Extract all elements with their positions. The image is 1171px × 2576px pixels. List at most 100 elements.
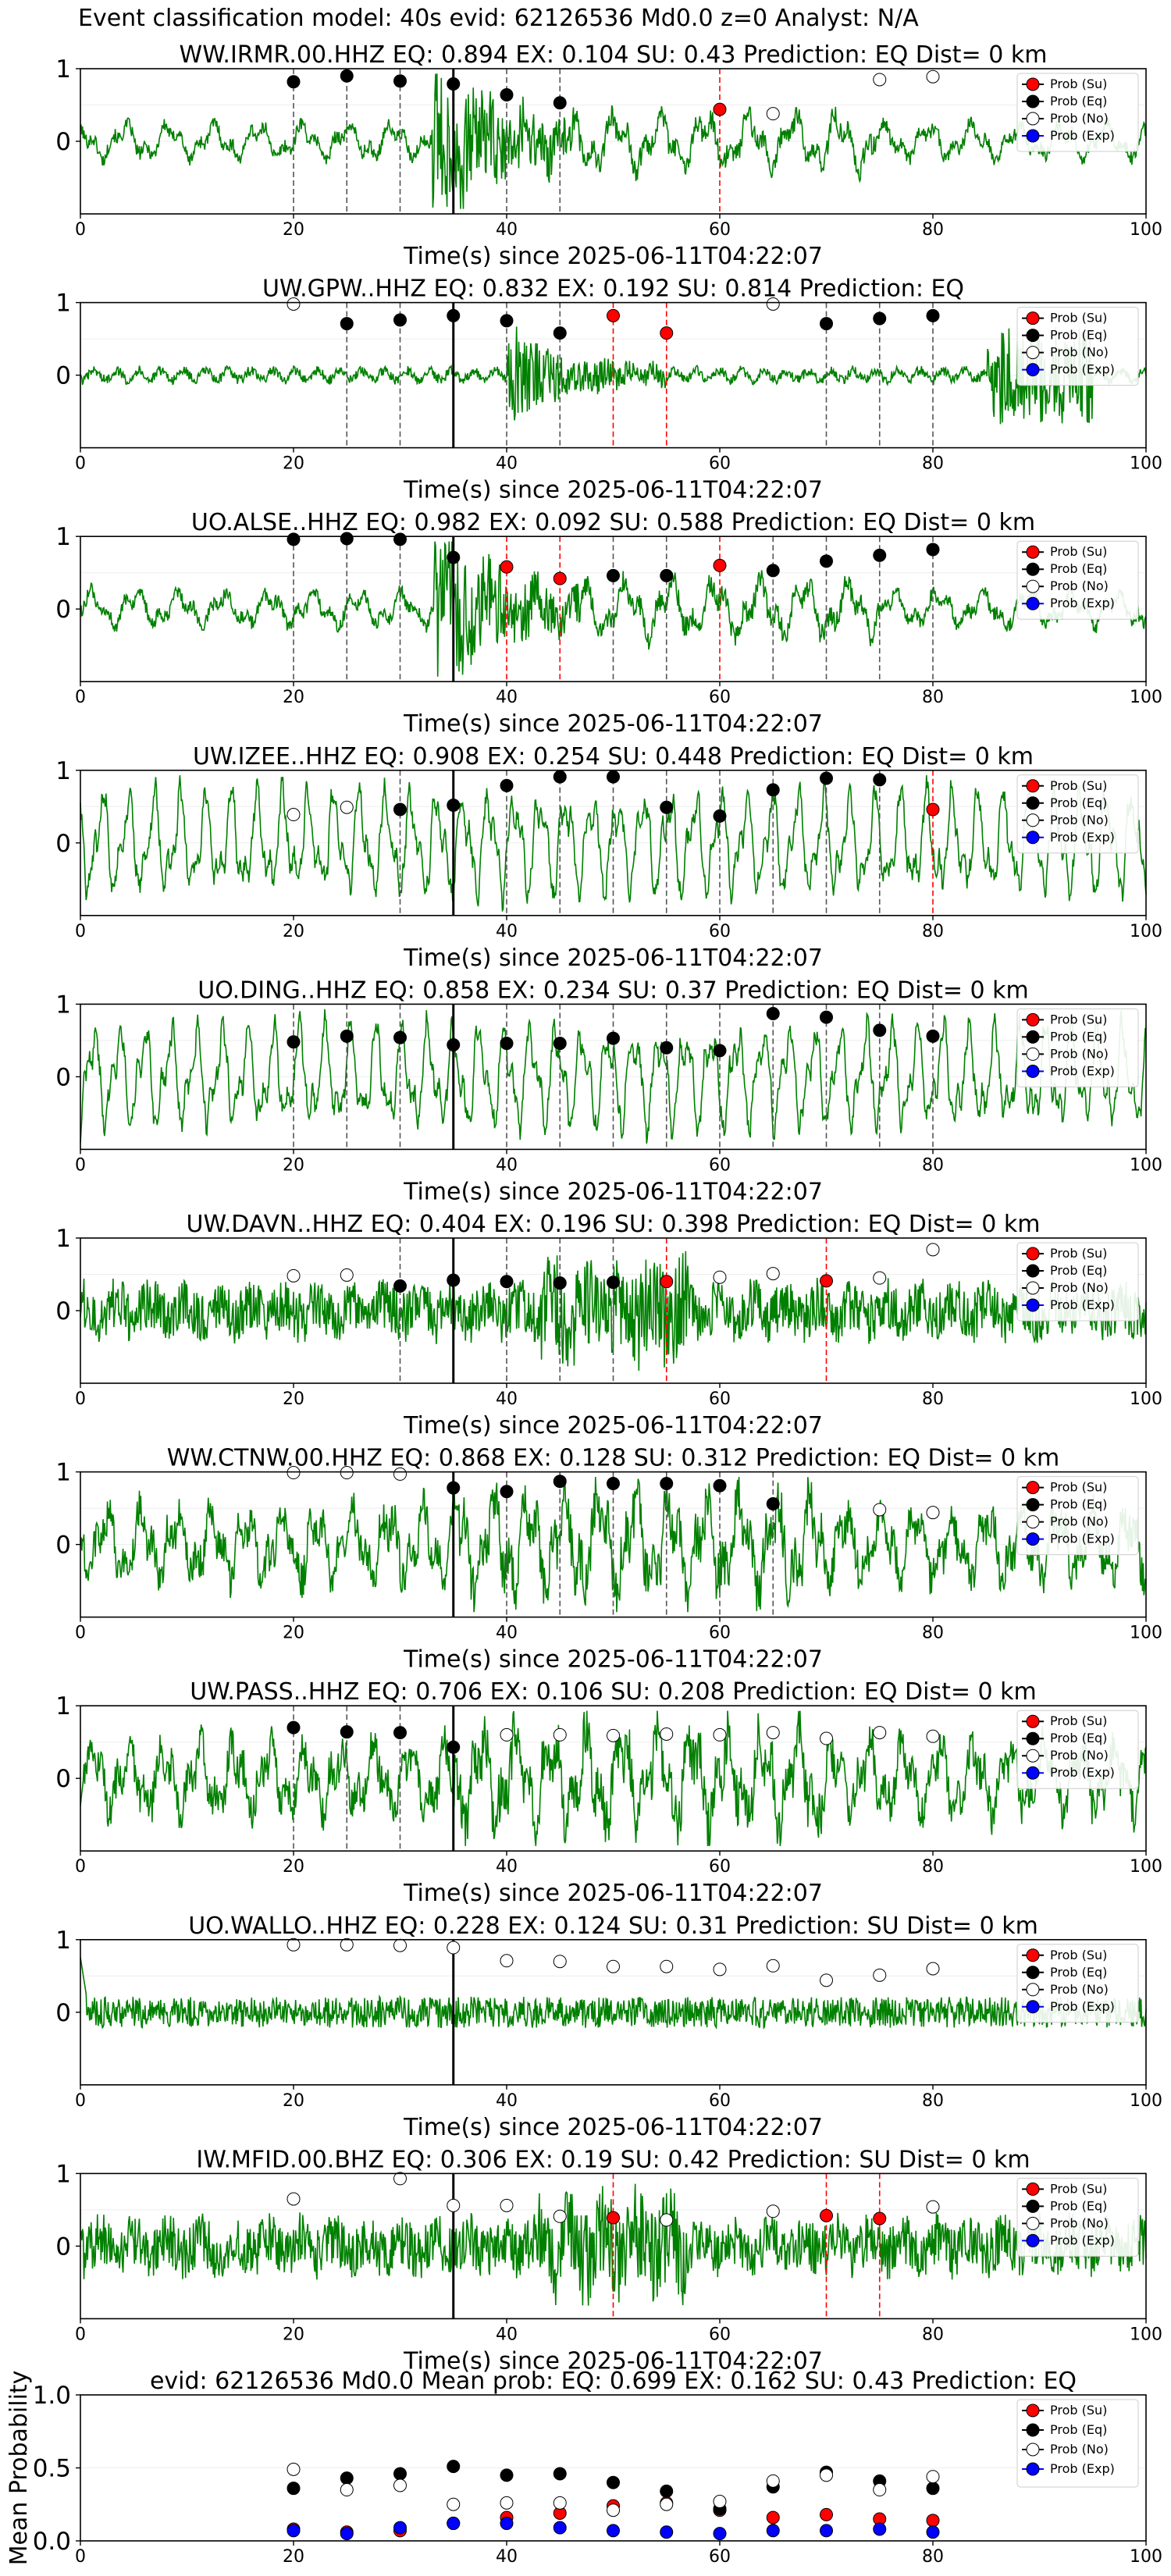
y-tick-label: 0.0	[33, 2528, 71, 2556]
legend-box	[1016, 1710, 1139, 1789]
legend-label-eq: Prob (Eq)	[1050, 328, 1107, 343]
x-tick-label: 20	[283, 2325, 304, 2344]
prob-point-no	[500, 1954, 514, 1968]
mean-point-exp	[607, 2524, 620, 2538]
x-tick-label: 0	[75, 1389, 86, 1409]
prob-point-no	[873, 1271, 887, 1285]
x-tick-label: 80	[922, 2325, 944, 2344]
legend-box	[1016, 2177, 1139, 2257]
mean-point-su	[766, 2510, 780, 2524]
legend-label-su: Prob (Su)	[1050, 1713, 1107, 1728]
mean-point-no	[926, 2470, 940, 2484]
prob-point-no	[500, 1727, 514, 1742]
x-tick-label: 40	[496, 1624, 518, 1643]
legend-marker-no	[1026, 1047, 1040, 1061]
legend-label-exp: Prob (Exp)	[1050, 2233, 1115, 2247]
prob-point-eq	[340, 1725, 354, 1739]
y-tick-label: 1	[55, 1692, 71, 1720]
x-tick-label: 80	[922, 2547, 944, 2567]
legend-label-eq: Prob (Eq)	[1050, 1731, 1107, 1745]
prob-point-no	[607, 1728, 620, 1742]
legend-box	[1016, 1242, 1139, 1322]
x-tick-label: 20	[283, 1857, 304, 1877]
prob-point-no	[340, 800, 354, 814]
prob-point-eq	[660, 800, 674, 814]
legend-marker-eq	[1026, 1498, 1040, 1512]
prob-point-eq	[873, 1023, 887, 1037]
legend-marker-eq	[1026, 562, 1040, 576]
prob-point-eq	[393, 74, 407, 88]
legend-marker-exp	[1026, 129, 1040, 143]
subplot-title: UW.GPW..HHZ EQ: 0.832 EX: 0.192 SU: 0.81…	[262, 276, 964, 303]
x-tick-label: 100	[1130, 454, 1162, 474]
legend-label-no: Prob (No)	[1050, 1748, 1109, 1763]
mean-point-no	[553, 2496, 567, 2510]
subplot-10: 0 20 40 60 80 100 0 1 IW.MFID.00.BHZ EQ: 0.306 E…	[55, 2146, 1162, 2375]
legend-label-no: Prob (No)	[1050, 1982, 1109, 1997]
y-tick-label: 1	[55, 1927, 71, 1955]
mean-point-exp	[820, 2524, 833, 2538]
prob-point-eq	[820, 1010, 833, 1024]
x-tick-label: 60	[709, 2091, 731, 2111]
legend-label-no: Prob (No)	[1050, 813, 1109, 827]
prob-point-no	[926, 2200, 940, 2214]
legend-box	[1016, 1944, 1139, 2023]
y-tick-label: 1	[55, 523, 71, 551]
legend-box	[1016, 774, 1139, 854]
x-tick-label: 0	[75, 1155, 86, 1175]
legend: Prob (Su) Prob (Eq) Prob (No) Prob (Exp)	[1016, 307, 1139, 386]
prob-point-su	[607, 308, 620, 322]
mean-point-no	[500, 2496, 514, 2510]
mean-point-exp	[766, 2524, 780, 2538]
legend-marker-su	[1026, 545, 1040, 559]
mean-point-eq	[340, 2471, 354, 2485]
x-tick-label: 100	[1130, 2325, 1162, 2344]
legend-label-exp: Prob (Exp)	[1050, 1999, 1115, 2014]
x-axis-label: Time(s) since 2025-06-11T04:22:07	[403, 2347, 823, 2375]
x-axis-label: Time(s) since 2025-06-11T04:22:07	[403, 2114, 823, 2141]
prob-point-eq	[607, 1031, 620, 1045]
mean-point-exp	[287, 2524, 301, 2538]
mean-point-no	[820, 2468, 833, 2482]
prob-point-eq	[607, 1276, 620, 1290]
x-axis-label: Time(s) since 2025-06-11T04:22:07	[403, 945, 823, 972]
legend-marker-eq	[1026, 329, 1040, 343]
y-tick-label: 0	[55, 128, 71, 156]
mean-point-exp	[340, 2527, 354, 2541]
legend-marker-eq	[1026, 1030, 1040, 1044]
prob-point-no	[766, 1267, 780, 1281]
x-tick-label: 80	[922, 922, 944, 941]
prob-point-eq	[500, 1485, 514, 1499]
legend-marker-no	[1026, 1749, 1040, 1763]
prob-point-su	[820, 1274, 833, 1288]
legend-marker-su	[1026, 2182, 1040, 2196]
y-tick-label: 1	[55, 55, 71, 84]
legend-label-exp: Prob (Exp)	[1050, 830, 1115, 845]
prob-point-eq	[553, 1475, 567, 1489]
subplot-title: IW.MFID.00.BHZ EQ: 0.306 EX: 0.19 SU: 0.…	[196, 2146, 1030, 2173]
prob-point-eq	[713, 1478, 727, 1493]
prob-point-no	[873, 1726, 887, 1740]
prob-point-eq	[766, 783, 780, 797]
prob-point-eq	[340, 1029, 354, 1043]
prob-point-no	[287, 1466, 301, 1480]
x-tick-label: 80	[922, 688, 944, 707]
legend-label-exp: Prob (Exp)	[1050, 596, 1115, 610]
prob-point-eq	[660, 568, 674, 582]
legend-marker-su	[1026, 1714, 1040, 1728]
legend-marker-su	[1026, 311, 1040, 326]
legend-label-su: Prob (Su)	[1050, 311, 1107, 326]
subplot-2: 0 20 40 60 80 100 0 1 UW.GPW..HHZ EQ: 0.832 EX: …	[55, 276, 1162, 504]
prob-point-no	[766, 107, 780, 121]
y-tick-label: 0	[55, 1999, 71, 2027]
mean-point-eq	[553, 2467, 567, 2481]
x-tick-label: 80	[922, 1389, 944, 1409]
mean-point-exp	[393, 2521, 407, 2535]
x-tick-label: 60	[709, 1857, 731, 1877]
mean-point-exp	[713, 2527, 727, 2541]
prob-point-no	[820, 1973, 833, 1987]
x-axis-label: Time(s) since 2025-06-11T04:22:07	[403, 1178, 823, 1205]
x-tick-label: 40	[496, 2325, 518, 2344]
prob-point-no	[713, 1727, 727, 1742]
legend-marker-su	[1026, 1012, 1040, 1026]
